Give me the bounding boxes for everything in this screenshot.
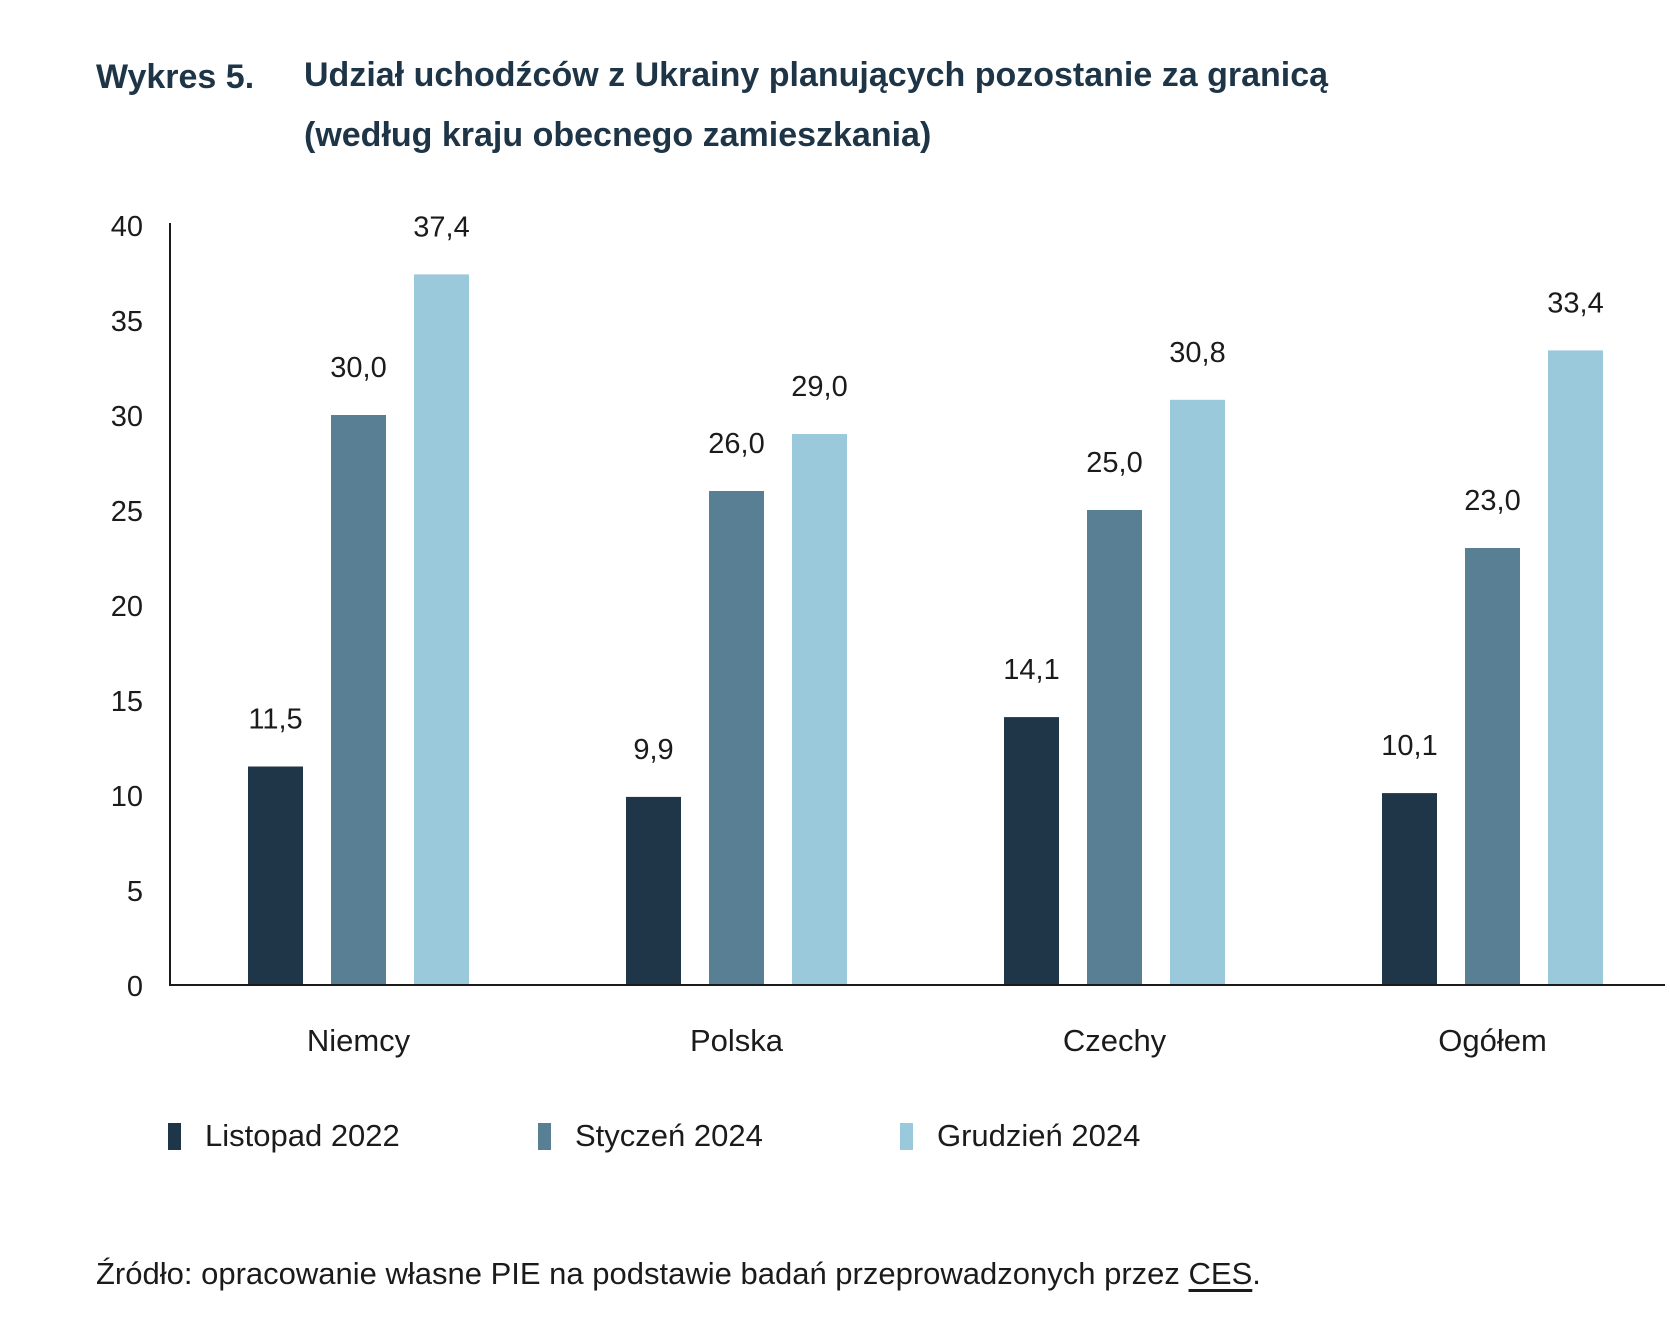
data-label: 37,4: [413, 211, 469, 243]
data-label: 26,0: [708, 428, 764, 460]
source-link-ces[interactable]: CES: [1188, 1256, 1253, 1291]
figure-title: Udział uchodźców z Ukrainy planujących p…: [304, 45, 1624, 165]
bar: [1382, 793, 1437, 985]
bar: [1087, 510, 1142, 985]
legend-swatch: [538, 1122, 551, 1150]
data-label: 9,9: [633, 734, 673, 766]
y-tick-label: 35: [111, 306, 143, 338]
data-label: 10,1: [1381, 730, 1437, 762]
x-category-label: Niemcy: [307, 1023, 411, 1058]
data-label: 30,8: [1169, 337, 1225, 369]
legend-item: Listopad 2022: [168, 1118, 400, 1154]
data-label: 14,1: [1003, 654, 1059, 686]
bar: [1548, 350, 1603, 985]
bar-chart: 0 5 10 15 20 25 30 35 40 11,5 30,0 37,4 Niemcy 9,9 26,…: [111, 211, 1665, 1058]
bar: [331, 415, 386, 985]
bar: [414, 274, 469, 985]
data-label: 11,5: [248, 704, 302, 736]
legend-label: Styczeń 2024: [575, 1118, 763, 1153]
legend-swatch: [168, 1122, 181, 1150]
bar: [1170, 399, 1225, 985]
legend-label: Grudzień 2024: [937, 1118, 1141, 1153]
legend-swatch: [900, 1122, 913, 1150]
data-label: 33,4: [1547, 287, 1603, 319]
y-tick-label: 25: [111, 496, 143, 528]
legend-item: Styczeń 2024: [538, 1118, 763, 1154]
x-category-label: Czechy: [1063, 1023, 1167, 1058]
bar: [792, 434, 847, 985]
data-label: 29,0: [791, 371, 847, 403]
figure-title-line-1: Udział uchodźców z Ukrainy planujących p…: [304, 56, 1329, 94]
bar: [626, 796, 681, 985]
x-category-label: Ogółem: [1438, 1023, 1547, 1058]
source-text: Źródło: opracowanie własne PIE na podsta…: [96, 1256, 1189, 1291]
y-tick-label: 40: [111, 211, 143, 243]
source-suffix: .: [1252, 1256, 1261, 1291]
source-note: Źródło: opracowanie własne PIE na podsta…: [96, 1256, 1261, 1292]
bar: [709, 491, 764, 985]
bar: [248, 766, 303, 985]
data-label: 23,0: [1464, 485, 1520, 517]
bar: [1004, 717, 1059, 985]
y-tick-label: 5: [127, 876, 143, 908]
y-tick-label: 15: [111, 686, 143, 718]
legend-item: Grudzień 2024: [900, 1118, 1140, 1154]
figure-label: Wykres 5.: [96, 58, 255, 96]
figure-title-line-2: (według kraju obecnego zamieszkania): [304, 116, 932, 154]
y-tick-label: 20: [111, 591, 143, 623]
x-category-label: Polska: [690, 1023, 784, 1058]
bar: [1465, 548, 1520, 985]
y-tick-label: 10: [111, 781, 143, 813]
y-tick-label: 30: [111, 401, 143, 433]
legend-label: Listopad 2022: [205, 1118, 400, 1153]
y-tick-label: 0: [127, 971, 143, 1003]
data-label: 25,0: [1086, 447, 1142, 479]
data-label: 30,0: [330, 352, 386, 384]
